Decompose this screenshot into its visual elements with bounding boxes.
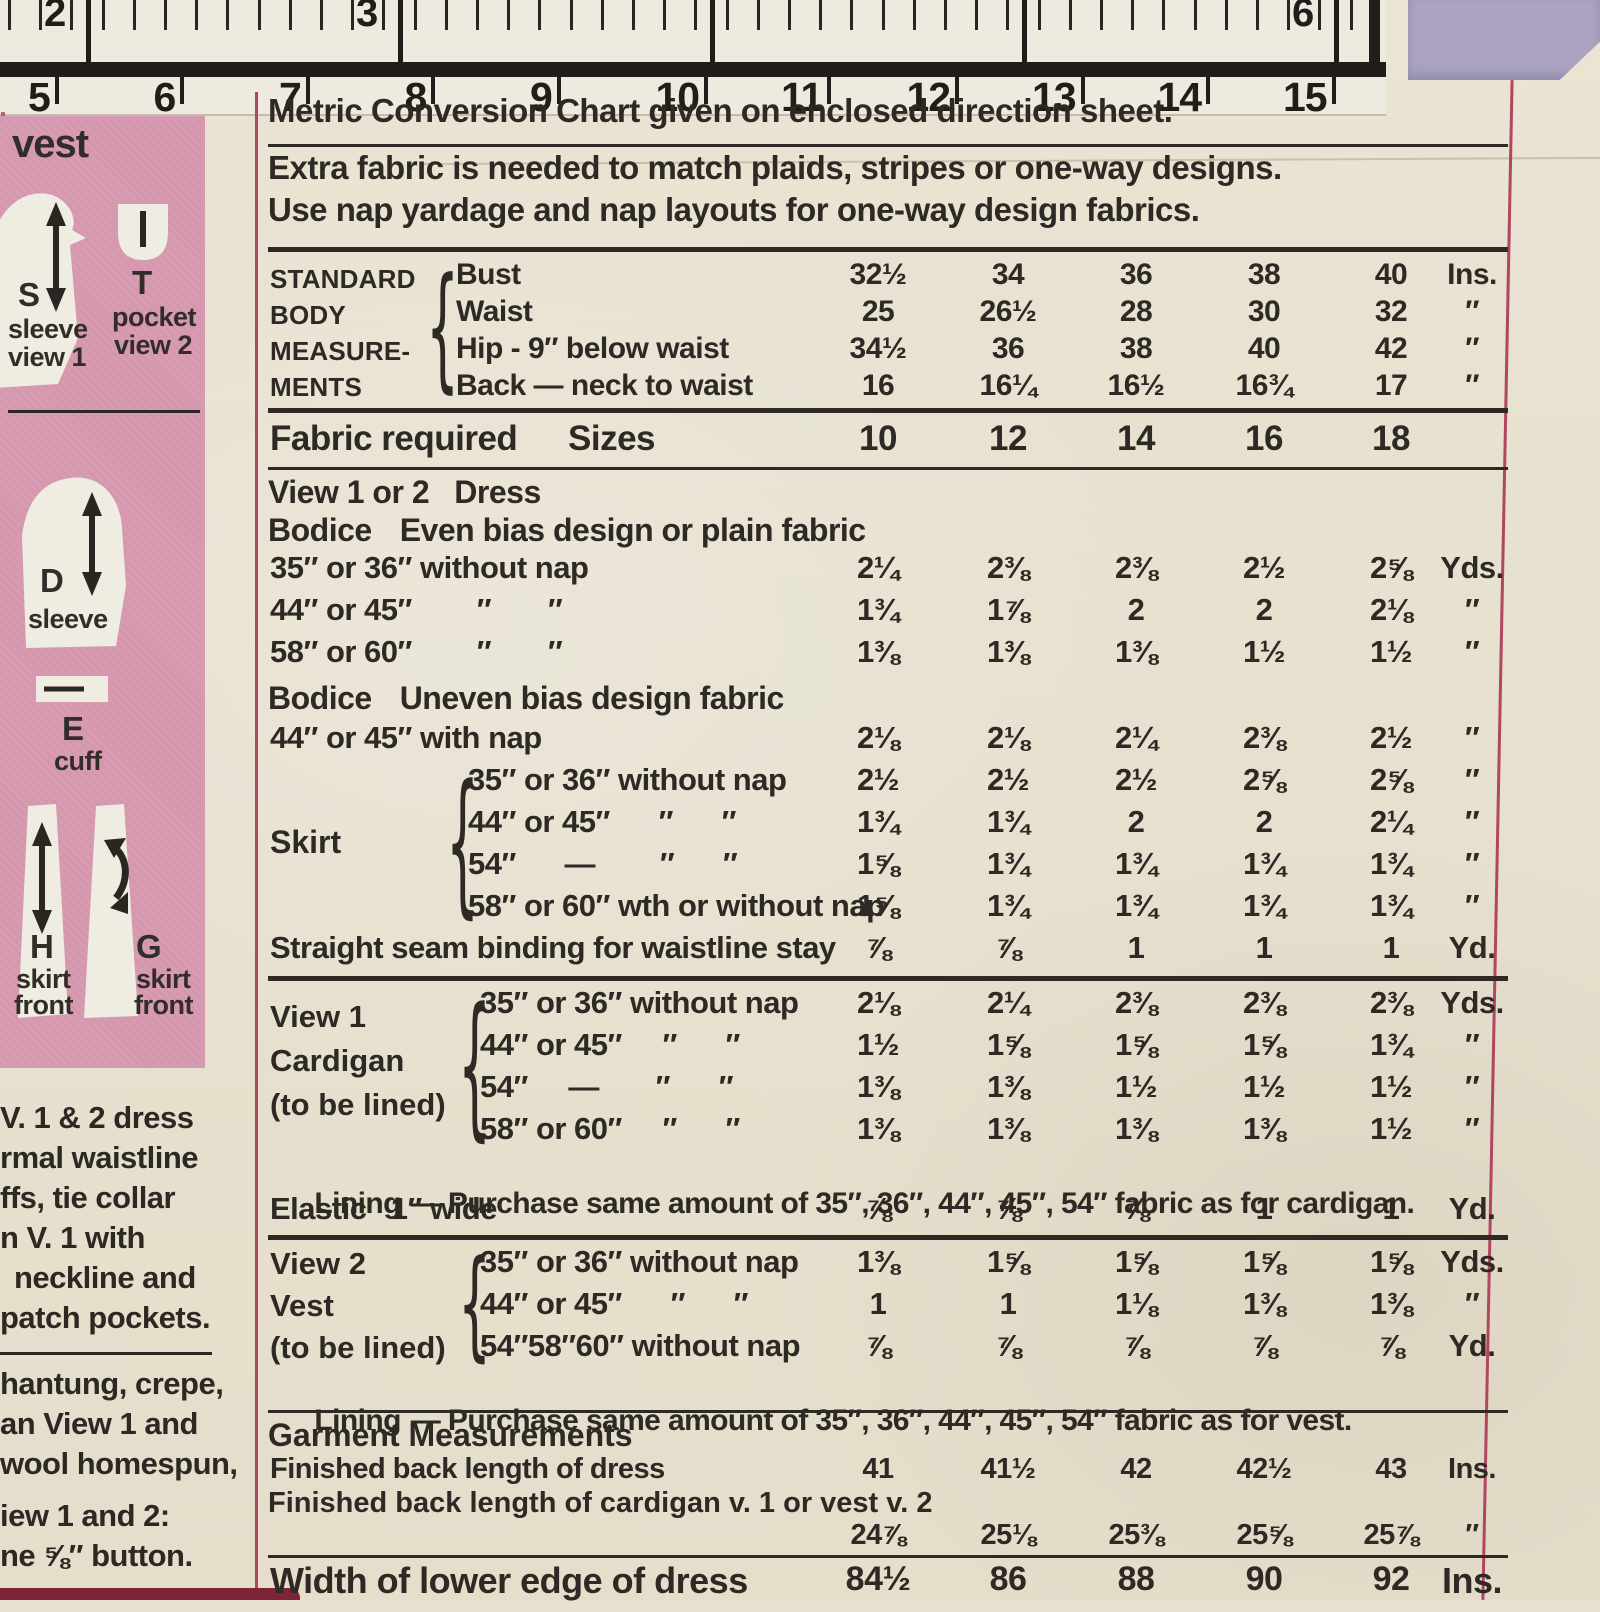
table-row: Finished back length of dress 41 41½ 42 42½ 4… bbox=[270, 1453, 1496, 1485]
elastic-row: Elastic 1″ wide ⅞ ⅞ ⅞ 1 1 Yd. bbox=[270, 1191, 1496, 1226]
table-row: 58″ or 60″ wth or without nap 1⅝ 1¾ 1¾ 1¾ 1¾ ″ bbox=[468, 888, 1480, 923]
sleeve-piece-s bbox=[0, 188, 94, 388]
fabric-swatch bbox=[1408, 0, 1600, 80]
table-row: 54″ — ″ ″ 1⅜ 1⅜ 1½ 1½ 1½ ″ bbox=[480, 1069, 1480, 1104]
piece-letter-s: S bbox=[18, 276, 41, 313]
table-row: 24⅞ 25⅛ 25⅜ 25⅝ 25⅞ ″ bbox=[850, 1519, 1480, 1551]
pocket-piece-t bbox=[116, 202, 170, 262]
cuff-piece-e bbox=[36, 676, 108, 702]
notes-divider bbox=[0, 1352, 212, 1355]
lining-cardigan-note: Lining — Purchase same amount of 35″, 36″… bbox=[314, 1187, 1415, 1220]
binding-row: Straight seam binding for waistline stay… bbox=[270, 930, 1496, 965]
table-row: 35″ or 36″ without nap 2½ 2½ 2½ 2⅝ 2⅝ ″ bbox=[468, 762, 1480, 797]
fabric-chart: Metric Conversion Chart given on enclose… bbox=[268, 86, 1508, 1612]
group-label: Cardigan bbox=[270, 1043, 405, 1078]
group-label: View 2 bbox=[270, 1246, 366, 1281]
body-measurements-group: STANDARD BODY MEASURE- MENTS { Bust 32½ 34… bbox=[268, 252, 1508, 408]
metric-note: Metric Conversion Chart given on enclose… bbox=[268, 92, 1173, 129]
divider bbox=[268, 467, 1508, 470]
table-row: 44″ or 45″ ″ ″ 1¾ 1⅞ 2 2 2⅛ ″ bbox=[270, 592, 1480, 627]
piece-letter-h: H bbox=[30, 928, 54, 965]
group-label: STANDARD bbox=[270, 264, 416, 294]
table-row: Hip - 9″ below waist 34½ 36 38 40 42 ″ bbox=[456, 332, 1479, 365]
ruler-bar bbox=[0, 62, 1386, 77]
table-row: 44″ or 45″ ″ ″ 1 1 1⅛ 1⅜ 1⅜ ″ bbox=[480, 1286, 1480, 1321]
table-row: 44″ or 45″ ″ ″ 1¾ 1¾ 2 2 2¼ ″ bbox=[468, 804, 1480, 839]
brace-icon: { bbox=[458, 977, 492, 1158]
ruler-end-cap bbox=[1369, 0, 1380, 77]
table-row: 58″ or 60″ ″ ″ 1⅜ 1⅜ 1⅜ 1½ 1½ ″ bbox=[270, 634, 1480, 669]
vest-group: View 2 Vest (to be lined) { 35″ or 36″ w… bbox=[268, 1237, 1508, 1375]
divider bbox=[268, 976, 1508, 981]
envelope-bottom-edge bbox=[0, 1588, 300, 1600]
divider bbox=[268, 408, 1508, 413]
divider bbox=[268, 1410, 1508, 1413]
table-row: 44″ or 45″ ″ ″ 1½ 1⅝ 1⅝ 1⅝ 1¾ ″ bbox=[480, 1027, 1480, 1062]
sizes-row: Fabric required 10 12 14 16 18 Sizes bbox=[270, 419, 1410, 458]
group-label: (to be lined) bbox=[270, 1087, 446, 1122]
table-row: Bust 32½ 34 36 38 40 Ins. bbox=[456, 258, 1497, 291]
bodice-uneven-heading: Bodice Uneven bias design fabric bbox=[268, 680, 784, 716]
dress-heading: View 1 or 2 Dress bbox=[268, 474, 541, 510]
table-row: 35″ or 36″ without nap 2¼ 2⅜ 2⅜ 2½ 2⅝ Yds. bbox=[270, 550, 1504, 585]
grainline-arrow-icon bbox=[46, 202, 66, 312]
skirt-group: Skirt { 35″ or 36″ without nap 2½ 2½ 2½ 2⅝ 2⅝… bbox=[268, 755, 1508, 935]
table-row: 54″58″60″ without nap ⅞ ⅞ ⅞ ⅞ ⅞ Yd. bbox=[480, 1328, 1496, 1363]
bias-arrow-icon bbox=[104, 838, 129, 914]
skirt-piece-g bbox=[82, 804, 140, 1020]
piece-letter-g: G bbox=[136, 928, 162, 965]
sleeve-piece-d bbox=[18, 474, 128, 650]
brace-icon: { bbox=[426, 251, 460, 408]
piece-letter-d: D bbox=[40, 562, 64, 599]
brace-icon: { bbox=[446, 754, 480, 935]
garment-measurements-heading: Garment Measurements bbox=[268, 1417, 633, 1453]
cardigan-length-label: Finished back length of cardigan v. 1 or… bbox=[268, 1487, 933, 1519]
divider bbox=[268, 1555, 1508, 1558]
panel-divider bbox=[8, 410, 200, 413]
divider bbox=[268, 247, 1508, 252]
skirt-piece-h bbox=[18, 804, 70, 1020]
group-label: MENTS bbox=[270, 372, 362, 402]
grainline-arrow-icon bbox=[32, 822, 52, 934]
red-border-left bbox=[255, 92, 258, 1600]
table-row: 58″ or 60″ ″ ″ 1⅜ 1⅜ 1⅜ 1⅜ 1½ ″ bbox=[480, 1111, 1480, 1146]
piece-letter-t: T bbox=[132, 264, 153, 301]
description-text: V. 1 & 2 dress rmal waistline ffs, tie c… bbox=[0, 1100, 211, 1335]
lining-vest-note: Lining — Purchase same amount of 35″, 36″… bbox=[314, 1404, 1352, 1437]
piece-letter-e: E bbox=[62, 710, 85, 747]
table-row: 54″ — ″ ″ 1⅝ 1¾ 1¾ 1¾ 1¾ ″ bbox=[468, 846, 1480, 881]
grainline-arrow-icon bbox=[82, 492, 102, 596]
group-label: (to be lined) bbox=[270, 1330, 446, 1365]
table-row: 35″ or 36″ without nap 2⅛ 2¼ 2⅜ 2⅜ 2⅜ Yds. bbox=[480, 985, 1504, 1020]
panel-title: vest bbox=[12, 122, 89, 166]
group-label: Skirt bbox=[270, 824, 342, 860]
table-row: Back — neck to waist 16 16¼ 16½ 16¾ 17 ″ bbox=[456, 369, 1479, 402]
fabrics-text: hantung, crepe, an View 1 and wool homes… bbox=[0, 1366, 238, 1481]
group-label: MEASURE- bbox=[270, 336, 411, 366]
group-label: Vest bbox=[270, 1288, 334, 1323]
cardigan-group: View 1 Cardigan (to be lined) { 35″ or 3… bbox=[268, 978, 1508, 1158]
table-row: 44″ or 45″ with nap 2⅛ 2⅛ 2¼ 2⅜ 2½ ″ bbox=[270, 720, 1480, 755]
notions-text: iew 1 and 2: ne ⅝″ button. bbox=[0, 1498, 193, 1573]
pattern-pieces-panel: vest S sleeve view 1 T pocket view 2 bbox=[0, 116, 205, 1068]
ruler: 2 3 6 5 6 7 8 9 10 11 12 13 14 15 bbox=[0, 0, 1386, 116]
divider bbox=[268, 1235, 1508, 1240]
brace-icon: { bbox=[458, 1236, 492, 1375]
width-row: Width of lower edge of dress 84½ 86 88 90 92 I… bbox=[270, 1560, 1503, 1601]
nap-note: Use nap yardage and nap layouts for one-… bbox=[268, 191, 1200, 228]
bodice-even-heading: Bodice Even bias design or plain fabric bbox=[268, 512, 866, 548]
table-row: Waist 25 26½ 28 30 32 ″ bbox=[456, 295, 1479, 328]
extra-fabric-note: Extra fabric is needed to match plaids, … bbox=[268, 149, 1282, 186]
group-label: View 1 bbox=[270, 999, 366, 1034]
group-label: BODY bbox=[270, 300, 346, 330]
divider bbox=[268, 144, 1508, 147]
table-row: 35″ or 36″ without nap 1⅜ 1⅝ 1⅝ 1⅝ 1⅝ Yds. bbox=[480, 1244, 1504, 1279]
